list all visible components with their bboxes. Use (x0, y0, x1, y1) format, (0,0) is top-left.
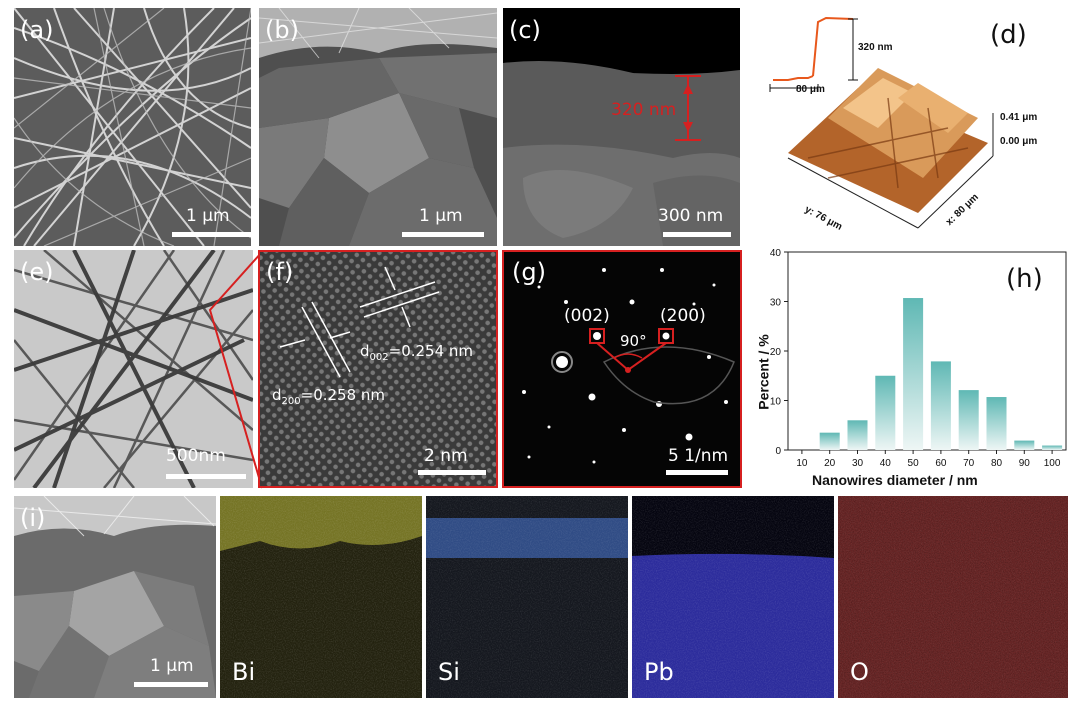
panel-e-tem: (e) 500nm (14, 250, 253, 488)
eds-map-pb: Pb (632, 496, 834, 698)
x-tick-label: 30 (852, 458, 864, 469)
histogram-bar (903, 298, 924, 450)
eds-label-pb: Pb (644, 658, 674, 686)
x-tick-label: 70 (963, 458, 975, 469)
panel-b-sem: (b) 1 μm (259, 8, 497, 246)
y-tick-label: 10 (770, 397, 782, 408)
histogram-bar (819, 432, 840, 450)
histogram-bar (875, 375, 896, 450)
pb-map-image (632, 496, 834, 698)
scale-label-f: 2 nm (424, 446, 468, 466)
histogram-bar (930, 361, 951, 450)
nanowire-network-image (14, 8, 251, 246)
profile-width-label: 80 μm (796, 84, 825, 95)
scale-bar-a (172, 232, 251, 237)
panel-label-c: (c) (509, 16, 541, 44)
spot-label-002: (002) (564, 306, 610, 326)
histogram-bar (847, 420, 868, 450)
scale-label-c: 300 nm (658, 206, 724, 226)
d002-label: d002=0.254 nm (360, 342, 474, 363)
scale-label-a: 1 μm (186, 206, 230, 226)
eds-map-bi: Bi (220, 496, 422, 698)
panel-label-i: (i) (20, 504, 46, 532)
panel-label-g: (g) (512, 258, 546, 286)
afm-3d-image (769, 16, 994, 229)
z-bottom-label: 0.00 μm (1000, 136, 1038, 147)
histogram-bar (986, 397, 1007, 450)
scale-label-b: 1 μm (419, 206, 463, 226)
y-tick-label: 20 (770, 347, 782, 358)
scale-label-e: 500nm (166, 446, 226, 466)
panel-label-d: (d) (990, 20, 1027, 50)
histogram-y-label: Percent / % (755, 334, 772, 410)
eds-label-bi: Bi (232, 658, 256, 686)
y-tick-label: 40 (770, 248, 782, 259)
y-tick-label: 0 (775, 446, 781, 457)
x-tick-label: 40 (880, 458, 892, 469)
panel-label-f: (f) (266, 258, 294, 286)
scale-bar-i (134, 682, 208, 687)
panel-label-h: (h) (1006, 264, 1043, 294)
scale-bar-f (418, 470, 486, 475)
scale-bar-e (166, 474, 246, 479)
panel-h-histogram: 10 20 30 40 50 60 70 80 90 100 0 10 20 30 40 (h) Nano… (748, 244, 1073, 494)
lattice-fringes-image (260, 252, 496, 486)
panel-g-saed: (002) (200) 90° (g) 5 1/nm (502, 250, 742, 488)
d200-label: d200=0.258 nm (272, 386, 386, 407)
x-tick-label: 90 (1019, 458, 1031, 469)
scale-label-g: 5 1/nm (668, 446, 729, 466)
diffraction-pattern-image (522, 268, 735, 464)
panel-label-b: (b) (265, 16, 299, 44)
spot-label-200: (200) (660, 306, 706, 326)
thickness-label: 320 nm (611, 100, 677, 120)
x-tick-label: 80 (991, 458, 1003, 469)
angle-label: 90° (620, 332, 647, 350)
eds-map-si: Si (426, 496, 628, 698)
panel-f-hrtem: d002=0.254 nm d200=0.258 nm (f) 2 nm (258, 250, 498, 488)
zoom-connector (208, 251, 262, 489)
panel-i-sem: (i) 1 μm (14, 496, 216, 698)
histogram-bar (1014, 440, 1035, 450)
panel-d-afm: (d) 80 μm 320 nm 0.41 μm 0.00 μm y: 76 μ… (748, 8, 1073, 246)
scale-label-i: 1 μm (150, 656, 194, 676)
x-tick-label: 10 (796, 458, 808, 469)
histogram-x-label: Nanowires diameter / nm (812, 472, 978, 488)
profile-height-label: 320 nm (858, 42, 893, 53)
histogram-bar (1042, 445, 1063, 450)
si-map-image (426, 496, 628, 698)
x-tick-label: 60 (935, 458, 947, 469)
x-tick-label: 100 (1044, 458, 1061, 469)
diameter-histogram: 10 20 30 40 50 60 70 80 90 100 0 10 20 30 40 (770, 248, 1067, 469)
histogram-bar (958, 390, 979, 450)
x-tick-label: 20 (824, 458, 836, 469)
panel-c-sem: 320 nm (c) 300 nm (503, 8, 740, 246)
film-cross-section-image (503, 8, 740, 246)
panel-a-sem: (a) 1 μm (14, 8, 251, 246)
eds-label-o: O (850, 658, 869, 686)
crystal-surface-image (259, 8, 497, 246)
tem-nanowires-image (14, 250, 253, 488)
bi-map-image (220, 496, 422, 698)
scale-bar-g (666, 470, 728, 475)
x-tick-label: 50 (908, 458, 920, 469)
panel-label-e: (e) (20, 258, 54, 286)
eds-label-si: Si (438, 658, 460, 686)
z-top-label: 0.41 μm (1000, 112, 1038, 123)
panel-label-a: (a) (20, 16, 54, 44)
y-tick-label: 30 (770, 298, 782, 309)
scale-bar-c (663, 232, 731, 237)
o-map-image (838, 496, 1068, 698)
eds-reference-image (14, 496, 216, 698)
scale-bar-b (402, 232, 484, 237)
eds-map-o: O (838, 496, 1068, 698)
